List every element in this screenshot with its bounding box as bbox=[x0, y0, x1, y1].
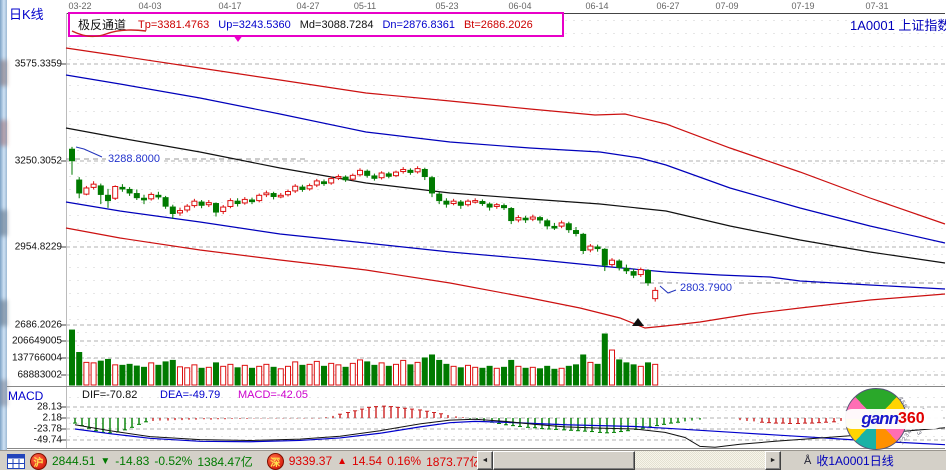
indicator-param-4: Bt=2686.2026 bbox=[463, 18, 533, 31]
axis-tick-label: -49.74 bbox=[33, 434, 62, 446]
indicator-params: Tp=3381.4763 Up=3243.5360 Md=3088.7284 Dn=2… bbox=[138, 19, 542, 31]
macd-panel-title: MACD bbox=[8, 389, 44, 403]
axis-tick-label: 3250.3052 bbox=[14, 155, 62, 167]
sh-price: 2844.51 bbox=[52, 454, 96, 468]
scrollbar-thumb[interactable] bbox=[493, 451, 635, 470]
date-label: 05-23 bbox=[435, 1, 459, 11]
sh-pct: -0.52% bbox=[154, 454, 193, 468]
date-label: 04-17 bbox=[218, 1, 242, 11]
date-label: 07-31 bbox=[865, 1, 889, 11]
date-label: 07-19 bbox=[791, 1, 815, 11]
shanghai-badge-icon: 沪 bbox=[30, 452, 47, 470]
period-label: 收1A0001日线 bbox=[816, 454, 894, 468]
axis-tick-label: 68883002 bbox=[17, 369, 63, 381]
indicator-name: 极反通道 bbox=[78, 18, 127, 32]
axis-tick-label: 2686.2026 bbox=[14, 319, 62, 331]
axis-tick-label: 3575.3359 bbox=[14, 58, 62, 70]
indicator-param-3: Dn=2876.8361 bbox=[382, 18, 455, 31]
date-label: 05-11 bbox=[353, 1, 377, 11]
axis-tick-label: -23.78 bbox=[33, 423, 62, 435]
sh-change: -14.83 bbox=[115, 454, 150, 468]
axis-tick-label: 2.18 bbox=[42, 412, 62, 424]
shanghai-index-quote[interactable]: 沪 2844.51 ▼ -14.83 -0.52% 1384.47亿 bbox=[30, 452, 253, 470]
macd-dif-value: DIF=-70.82 bbox=[82, 389, 138, 401]
date-label: 03-22 bbox=[68, 1, 92, 11]
date-label: 04-27 bbox=[296, 1, 320, 11]
date-label: 06-04 bbox=[508, 1, 532, 11]
quote-table-icon[interactable] bbox=[7, 453, 25, 469]
sz-amount: 1873.77亿 bbox=[426, 454, 482, 469]
chart-type-label: 日K线 bbox=[9, 7, 44, 22]
indicator-header-box: 极反通道 Tp=3381.4763 Up=3243.5360 Md=3088.728… bbox=[68, 12, 564, 37]
shenzhen-badge-icon: 深 bbox=[266, 452, 284, 470]
logo-wordmark: gann 360 bbox=[843, 409, 943, 429]
sz-pct: 0.16% bbox=[387, 454, 422, 468]
shenzhen-index-quote[interactable]: 深 9339.37 ▲ 14.54 0.16% 1873.77亿 bbox=[266, 452, 482, 470]
axis-tick-label: 206649005 bbox=[11, 335, 62, 347]
chart-grid-background bbox=[66, 14, 945, 448]
horizontal-scrollbar[interactable]: ◄ ► bbox=[477, 451, 781, 470]
sz-change: 14.54 bbox=[352, 454, 383, 468]
indicator-param-0: Tp=3381.4763 bbox=[138, 18, 210, 31]
window-edge-strip bbox=[0, 0, 7, 450]
date-label: 06-14 bbox=[585, 1, 609, 11]
sz-arrow-up-icon: ▲ bbox=[337, 455, 348, 467]
scroll-right-button[interactable]: ► bbox=[765, 451, 781, 470]
date-label: 07-09 bbox=[715, 1, 739, 11]
axis-tick-label: 2954.8229 bbox=[14, 241, 62, 253]
sh-amount: 1384.47亿 bbox=[197, 454, 253, 469]
pink-pointer-icon bbox=[233, 35, 243, 42]
date-label: 04-03 bbox=[138, 1, 162, 11]
axis-tick-label: 137766004 bbox=[11, 352, 62, 364]
price-annotation-high: 3288.8000 bbox=[106, 153, 162, 165]
symbol-label: 1A0001 上证指数 bbox=[850, 18, 946, 33]
axis-tick-label: 28.13 bbox=[36, 401, 62, 413]
macd-dea-value: DEA=-49.79 bbox=[160, 389, 221, 401]
period-status: Å 收1A0001日线 bbox=[804, 452, 894, 469]
sh-arrow-down-icon: ▼ bbox=[100, 455, 111, 467]
scroll-left-button[interactable]: ◄ bbox=[477, 451, 493, 470]
sz-price: 9339.37 bbox=[288, 454, 333, 468]
macd-hist-value: MACD=-42.05 bbox=[238, 389, 309, 401]
indicator-param-2: Md=3088.7284 bbox=[299, 18, 374, 31]
period-icon: Å bbox=[804, 454, 812, 467]
price-annotation-low: 2803.7900 bbox=[678, 282, 734, 294]
indicator-param-1: Up=3243.5360 bbox=[218, 18, 291, 31]
date-label: 06-27 bbox=[656, 1, 680, 11]
